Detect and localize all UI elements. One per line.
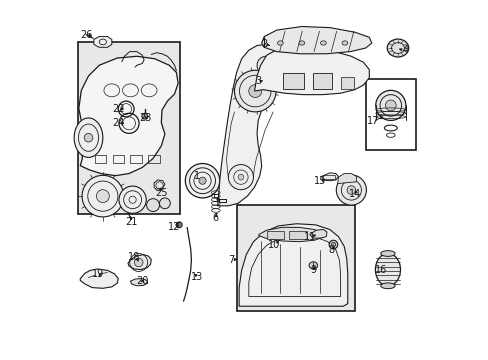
Text: 20: 20 bbox=[136, 276, 148, 286]
Ellipse shape bbox=[234, 70, 276, 112]
Ellipse shape bbox=[330, 242, 335, 247]
Text: 17: 17 bbox=[366, 116, 378, 126]
Text: 9: 9 bbox=[310, 265, 316, 275]
Bar bbox=[148, 155, 160, 163]
Polygon shape bbox=[321, 173, 338, 181]
Text: 24: 24 bbox=[112, 118, 124, 128]
Ellipse shape bbox=[375, 90, 405, 121]
Ellipse shape bbox=[142, 113, 147, 119]
Text: 21: 21 bbox=[125, 217, 138, 227]
Bar bbox=[112, 155, 124, 163]
Text: 8: 8 bbox=[327, 245, 334, 255]
Polygon shape bbox=[128, 255, 151, 270]
Text: 25: 25 bbox=[155, 188, 167, 198]
Text: 16: 16 bbox=[375, 265, 387, 275]
Polygon shape bbox=[154, 180, 164, 191]
Ellipse shape bbox=[257, 56, 274, 74]
Bar bbox=[94, 155, 106, 163]
Bar bbox=[323, 175, 334, 179]
Bar bbox=[283, 73, 304, 89]
Text: 19: 19 bbox=[92, 269, 104, 279]
Ellipse shape bbox=[375, 253, 400, 286]
Ellipse shape bbox=[82, 175, 123, 217]
Text: 4: 4 bbox=[401, 45, 407, 55]
Ellipse shape bbox=[119, 186, 146, 213]
Bar bbox=[236, 205, 354, 311]
Text: 13: 13 bbox=[191, 272, 203, 282]
Text: 26: 26 bbox=[80, 30, 92, 40]
Bar bbox=[312, 73, 332, 89]
Ellipse shape bbox=[328, 240, 337, 249]
Text: 23: 23 bbox=[140, 113, 152, 123]
Ellipse shape bbox=[185, 163, 219, 198]
Bar bbox=[289, 231, 306, 239]
Ellipse shape bbox=[277, 41, 283, 45]
Bar bbox=[340, 77, 353, 89]
Text: 11: 11 bbox=[303, 232, 315, 242]
Ellipse shape bbox=[380, 251, 394, 256]
Ellipse shape bbox=[320, 41, 325, 45]
Polygon shape bbox=[80, 269, 118, 288]
Ellipse shape bbox=[159, 198, 170, 209]
Polygon shape bbox=[309, 229, 326, 238]
Text: 1: 1 bbox=[194, 171, 200, 181]
Text: 5: 5 bbox=[212, 194, 219, 204]
Text: 10: 10 bbox=[267, 240, 280, 250]
Polygon shape bbox=[217, 44, 283, 206]
Ellipse shape bbox=[341, 41, 347, 45]
Polygon shape bbox=[258, 227, 322, 242]
Polygon shape bbox=[130, 279, 147, 286]
Polygon shape bbox=[261, 27, 371, 54]
Ellipse shape bbox=[134, 258, 142, 267]
Ellipse shape bbox=[298, 41, 304, 45]
Ellipse shape bbox=[228, 165, 253, 190]
Ellipse shape bbox=[386, 39, 408, 57]
Text: 18: 18 bbox=[128, 252, 140, 262]
Text: 7: 7 bbox=[227, 255, 234, 265]
Polygon shape bbox=[79, 56, 178, 176]
Ellipse shape bbox=[308, 262, 317, 269]
Ellipse shape bbox=[74, 118, 102, 157]
Polygon shape bbox=[254, 48, 368, 95]
Ellipse shape bbox=[248, 85, 261, 98]
Ellipse shape bbox=[336, 175, 366, 205]
Ellipse shape bbox=[346, 186, 355, 194]
Text: 22: 22 bbox=[112, 104, 124, 114]
Polygon shape bbox=[94, 37, 112, 47]
Ellipse shape bbox=[96, 190, 109, 203]
Ellipse shape bbox=[238, 174, 244, 180]
Bar bbox=[365, 79, 415, 149]
Bar bbox=[266, 231, 284, 239]
Text: 2: 2 bbox=[261, 40, 267, 49]
Text: 12: 12 bbox=[168, 222, 181, 231]
Bar bbox=[130, 155, 142, 163]
Ellipse shape bbox=[84, 134, 93, 142]
Ellipse shape bbox=[199, 177, 206, 184]
Polygon shape bbox=[239, 224, 347, 306]
Bar bbox=[78, 42, 180, 214]
Ellipse shape bbox=[146, 199, 159, 212]
Text: 3: 3 bbox=[255, 76, 261, 86]
Text: 6: 6 bbox=[212, 213, 219, 222]
Ellipse shape bbox=[176, 222, 182, 228]
Ellipse shape bbox=[385, 100, 395, 111]
Text: 15: 15 bbox=[314, 176, 326, 186]
Ellipse shape bbox=[380, 283, 394, 289]
Text: 14: 14 bbox=[348, 189, 360, 199]
Polygon shape bbox=[337, 174, 356, 184]
